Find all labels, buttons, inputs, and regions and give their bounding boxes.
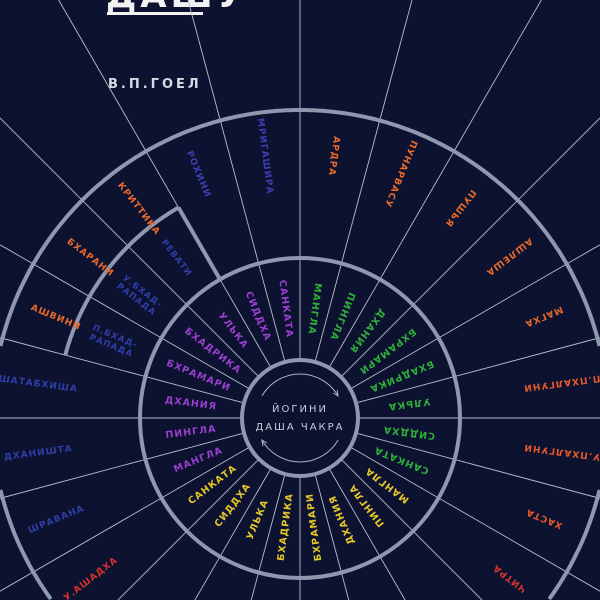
arrowhead-icon xyxy=(261,439,268,447)
yogini-divider xyxy=(340,458,414,532)
yogini-label: ДХАНИЯ xyxy=(164,395,217,413)
outer-ring xyxy=(0,108,600,600)
nakshatra-divider xyxy=(0,117,188,306)
nakshatra-label: РЕВАТИ xyxy=(159,238,194,279)
nakshatra-divider xyxy=(194,556,221,600)
center-title-line1: ЙОГИНИ xyxy=(272,402,328,415)
yogini-divider xyxy=(350,446,439,499)
nakshatra-divider xyxy=(340,572,350,600)
nakshatra-label: МРИГАШИРА xyxy=(255,118,275,196)
nakshatra-label: АШВИНИ xyxy=(29,303,82,333)
yogini-label: МАНГЛА xyxy=(172,445,224,475)
yogini-label: МАНГЛА xyxy=(306,282,324,335)
yogini-label: БХАДРИКА xyxy=(276,492,296,561)
nakshatra-label: БХАРАНИ xyxy=(65,237,116,279)
yogini-divider xyxy=(186,458,260,532)
yogini-label: МАНГЛА xyxy=(363,465,411,505)
nakshatra-label: МАГХА xyxy=(523,304,564,329)
middle-ring xyxy=(138,256,462,580)
nakshatra-divider xyxy=(250,572,260,600)
yogini-divider xyxy=(355,376,455,404)
center-title-line2: ДАША ЧАКРА xyxy=(255,422,344,433)
nakshatra-label: ШАТАБХИША xyxy=(0,374,78,394)
cycle-arrow-bottom-icon xyxy=(261,439,339,463)
yogini-label: УЛЬКА xyxy=(216,310,251,350)
yogini-divider xyxy=(219,468,272,557)
yogini-divider xyxy=(328,468,381,557)
yogini-divider xyxy=(161,446,250,499)
yogini-divider xyxy=(161,337,250,390)
yogini-label: УЛЬКА xyxy=(245,498,271,542)
nakshatra-label: ДХАНИШТА xyxy=(3,443,73,462)
cycle-arrow-top-icon xyxy=(261,373,339,397)
yogini-divider xyxy=(219,279,272,368)
nakshatra-label: РОХИНИ xyxy=(184,149,212,199)
yogini-label: ДХАНИЯ xyxy=(347,307,388,355)
yogini-label: СИДДХА xyxy=(382,423,436,441)
yogini-divider xyxy=(258,263,286,363)
nakshatra-divider xyxy=(454,458,600,499)
nakshatra-divider xyxy=(412,530,483,600)
nakshatra-divider xyxy=(412,117,600,306)
nakshatra-label: АРДРА xyxy=(326,136,341,177)
nakshatra-divider xyxy=(379,556,406,600)
yogini-divider xyxy=(186,304,260,378)
nakshatra-label: У.ПХАЛГУНИ xyxy=(523,442,600,462)
nakshatra-label: ХАСТА xyxy=(524,507,564,531)
title-underline xyxy=(107,12,203,15)
nakshatra-label: У.БХАД-РАПАДА xyxy=(115,273,165,318)
nakshatra-label: КРИТТИКА xyxy=(116,181,163,238)
nakshatra-label: ПУШЬЯ xyxy=(443,188,478,229)
nakshatra-divider xyxy=(340,0,413,264)
yogini-label: СИДДХА xyxy=(243,290,273,343)
yogini-label: УЛЬКА xyxy=(387,395,431,411)
yogini-divider xyxy=(340,304,414,378)
nakshatra-divider xyxy=(187,0,260,264)
nakshatra-divider xyxy=(117,530,188,600)
yogini-label: САНКАТА xyxy=(276,279,295,338)
yogini-divider xyxy=(145,432,245,460)
nakshatra-divider xyxy=(438,244,600,339)
nakshatra-divider xyxy=(379,0,542,280)
yogini-divider xyxy=(355,432,455,460)
nakshatra-divider xyxy=(438,497,600,592)
nakshatra-divider xyxy=(454,337,600,378)
yogini-divider xyxy=(314,473,342,573)
yogini-label: САНКАТА xyxy=(373,444,431,476)
yogini-label: ПИНГЛА xyxy=(165,424,217,442)
arrowhead-icon xyxy=(332,389,339,397)
yogini-label: ДХАНИЯ xyxy=(327,493,357,546)
nakshatra-label: У.АШАДХА xyxy=(62,555,120,600)
yogini-label: СИДДХА xyxy=(213,481,254,529)
yogini-divider xyxy=(145,376,245,404)
yogini-label: ПИНГЛА xyxy=(347,482,387,529)
author-name: В.П.ГОЕЛ xyxy=(108,77,202,92)
nakshatra-label: П.ПХАЛГУНИ xyxy=(523,373,600,393)
book-title: ДАШУ xyxy=(106,0,247,14)
nakshatra-label: ПУНАРВАСУ xyxy=(382,139,419,209)
yogini-divider xyxy=(258,473,286,573)
bhadrapada-arc xyxy=(63,205,180,356)
nakshatra-divider xyxy=(0,337,146,378)
nakshatra-divider xyxy=(0,458,146,499)
yogini-divider xyxy=(328,279,381,368)
yogini-divider xyxy=(314,263,342,363)
nakshatra-label: АШЛЕША xyxy=(484,236,534,278)
bhadrapada-arc-edge xyxy=(176,206,222,281)
yogini-divider xyxy=(350,337,439,390)
inner-ring xyxy=(240,358,360,478)
nakshatra-label: П.БХАД-РАПАДА xyxy=(87,323,139,360)
yogini-label: БХРАМАРИ xyxy=(304,492,324,561)
nakshatra-label: ЧИТРА xyxy=(491,562,528,594)
nakshatra-divider xyxy=(0,497,162,592)
nakshatra-label: ШРАВАНА xyxy=(27,503,86,535)
nakshatra-divider xyxy=(0,244,162,339)
